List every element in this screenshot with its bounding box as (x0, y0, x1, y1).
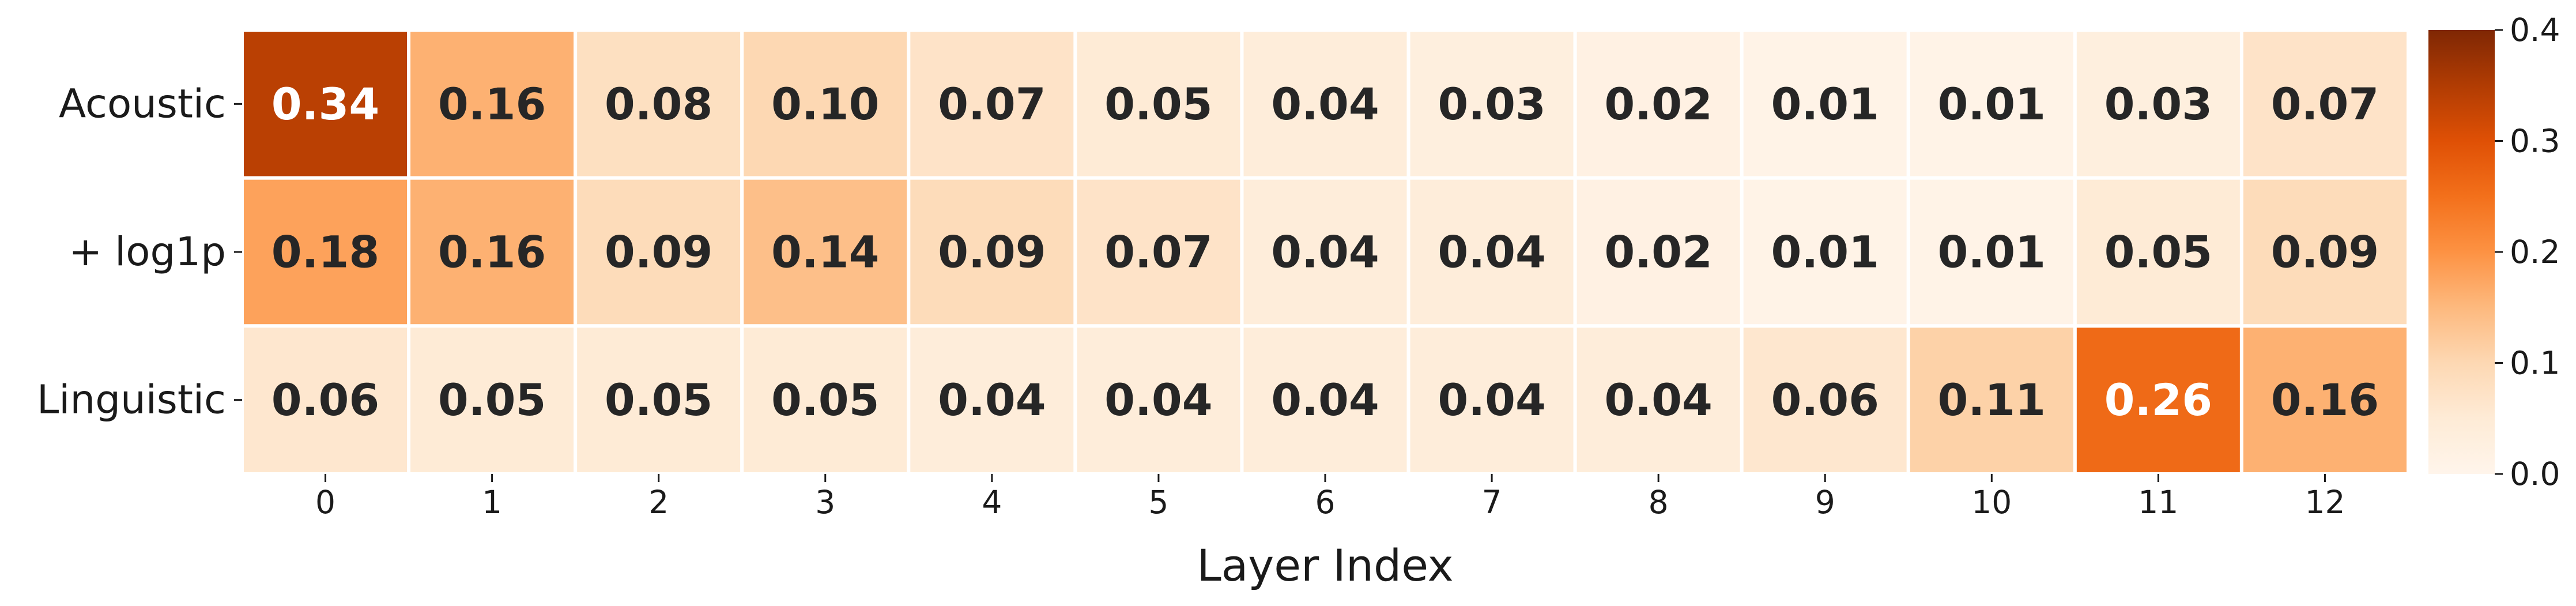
x-tick-label: 10 (1971, 484, 2012, 521)
y-tick-label: + log1p (69, 229, 226, 275)
heatmap-cell (1406, 176, 1577, 328)
cell-value-label: 0.07 (2271, 78, 2379, 130)
cell-value-label: 0.07 (938, 78, 1046, 130)
cell-value-label: 0.09 (938, 227, 1046, 278)
heatmap-cell (574, 176, 744, 328)
cell-value-label: 0.14 (771, 227, 880, 278)
heatmap-cell (740, 176, 911, 328)
heatmap-cell (1240, 176, 1410, 328)
y-axis: Acoustic + log1p Linguistic (37, 81, 242, 423)
cell-value-label: 0.05 (771, 374, 880, 426)
cell-value-label: 0.16 (438, 78, 546, 130)
cell-value-label: 0.01 (1771, 227, 1879, 278)
cell-value-label: 0.11 (1938, 374, 2046, 426)
cell-value-label: 0.04 (1104, 374, 1213, 426)
heatmap-cell (1573, 176, 1744, 328)
colorbar-tick-label: 0.0 (2510, 456, 2560, 492)
x-tick-label: 6 (1315, 484, 1336, 521)
cell-value-label: 0.06 (271, 374, 380, 426)
x-tick-label: 1 (482, 484, 502, 521)
heatmap-cell (407, 28, 578, 180)
x-axis: 0 1 2 3 4 5 6 7 8 9 10 11 12 (315, 474, 2345, 521)
heatmap-cell (1406, 28, 1577, 180)
heatmap-cell (240, 324, 411, 476)
x-tick-label: 8 (1649, 484, 1669, 521)
cell-value-label: 0.04 (1604, 374, 1713, 426)
cell-value-label: 0.09 (2271, 227, 2379, 278)
cell-value-label: 0.03 (2104, 78, 2213, 130)
heatmap-cell (1740, 324, 1910, 476)
colorbar-tick-label: 0.2 (2510, 234, 2560, 270)
x-tick-label: 0 (315, 484, 335, 521)
cell-value-label: 0.06 (1771, 374, 1879, 426)
cell-value-label: 0.16 (2271, 374, 2379, 426)
heatmap-cell (574, 324, 744, 476)
cell-value-label: 0.07 (1104, 227, 1213, 278)
colorbar-tick-label: 0.3 (2510, 123, 2560, 160)
heatmap-cell (907, 324, 1077, 476)
heatmap-cell (1740, 176, 1910, 328)
cell-value-label: 0.02 (1604, 78, 1713, 130)
heatmap-cell (1740, 28, 1910, 180)
cell-value-label: 0.05 (605, 374, 713, 426)
y-tick-label: Linguistic (37, 377, 226, 423)
x-tick-label: 5 (1148, 484, 1168, 521)
x-tick-label: 7 (1482, 484, 1502, 521)
x-tick-label: 12 (2305, 484, 2345, 521)
colorbar-ticks: 0.0 0.1 0.2 0.3 0.4 (2495, 12, 2560, 492)
cell-value-label: 0.04 (1438, 227, 1546, 278)
heatmap-cell (2239, 176, 2411, 328)
heatmap-cell (407, 324, 578, 476)
cell-value-label: 0.18 (271, 227, 380, 278)
heatmap-cell (1073, 176, 1244, 328)
x-tick-label: 3 (815, 484, 835, 521)
cell-value-label: 0.05 (438, 374, 546, 426)
cell-value-label: 0.02 (1604, 227, 1713, 278)
colorbar-tick-label: 0.1 (2510, 345, 2560, 382)
cell-value-label: 0.04 (1271, 227, 1379, 278)
cell-value-label: 0.04 (938, 374, 1046, 426)
cell-value-label: 0.04 (1271, 374, 1379, 426)
cell-value-label: 0.05 (2104, 227, 2213, 278)
heatmap-cell (907, 176, 1077, 328)
cell-value-label: 0.01 (1938, 227, 2046, 278)
cell-value-label: 0.08 (605, 78, 713, 130)
cell-value-label: 0.16 (438, 227, 546, 278)
cell-value-label: 0.05 (1104, 78, 1213, 130)
cell-value-label: 0.03 (1438, 78, 1546, 130)
x-tick-label: 4 (982, 484, 1002, 521)
cell-value-label: 0.01 (1771, 78, 1879, 130)
y-tick-label: Acoustic (59, 81, 226, 127)
colorbar: 0.0 0.1 0.2 0.3 0.4 (2428, 12, 2560, 492)
cell-value-label: 0.09 (605, 227, 713, 278)
heatmap-cell (2239, 324, 2411, 476)
heatmap-cell (1906, 324, 2077, 476)
heatmap-cell (2073, 28, 2243, 180)
x-tick-label: 9 (1815, 484, 1835, 521)
cell-value-label: 0.34 (271, 78, 380, 130)
x-tick-label: 2 (648, 484, 669, 521)
heatmap-cell (240, 28, 411, 180)
x-axis-title: Layer Index (1197, 540, 1453, 591)
colorbar-tick-label: 0.4 (2510, 12, 2560, 48)
x-tick-label: 11 (2138, 484, 2178, 521)
cell-value-label: 0.01 (1938, 78, 2046, 130)
heatmap-cell (240, 176, 411, 328)
colorbar-gradient (2428, 30, 2495, 474)
cell-value-label: 0.26 (2104, 374, 2213, 426)
cell-value-label: 0.04 (1271, 78, 1379, 130)
heatmap-cells: 0.34 0.16 0.08 0.10 0.07 0.05 0.04 0.03 0.02 0.01… (240, 28, 2411, 476)
heatmap-cell (1073, 28, 1244, 180)
cell-value-label: 0.10 (771, 78, 880, 130)
cell-value-label: 0.04 (1438, 374, 1546, 426)
